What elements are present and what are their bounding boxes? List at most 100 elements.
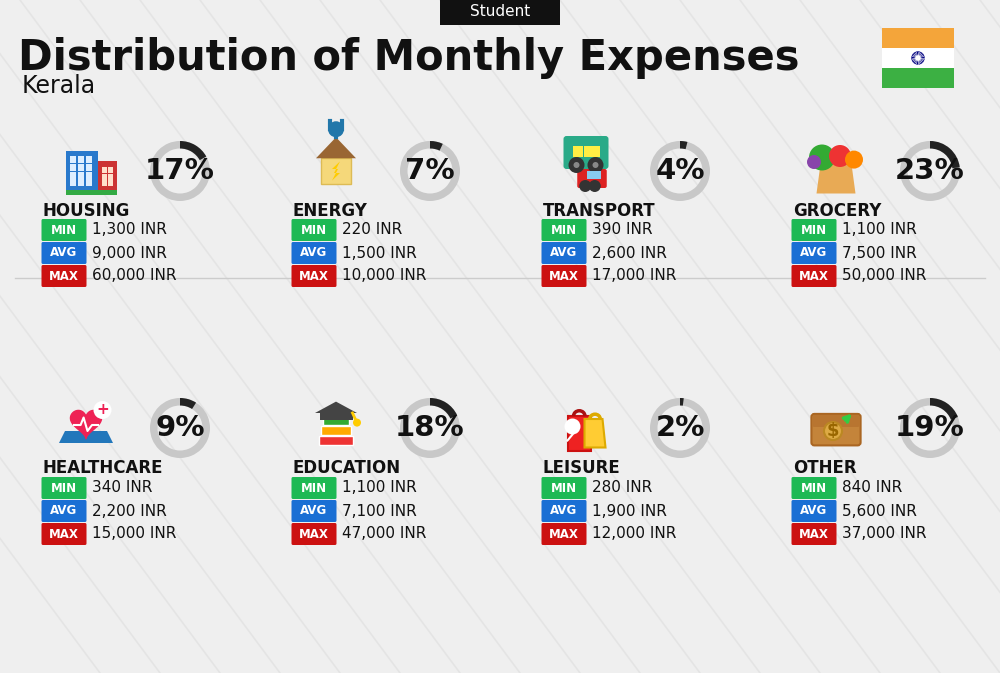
Text: AVG: AVG (800, 505, 828, 518)
Text: 9%: 9% (155, 414, 205, 442)
FancyBboxPatch shape (542, 242, 586, 264)
Text: MIN: MIN (801, 481, 827, 495)
FancyBboxPatch shape (108, 167, 112, 173)
FancyBboxPatch shape (292, 523, 336, 545)
Wedge shape (400, 141, 460, 201)
FancyBboxPatch shape (102, 167, 107, 173)
Wedge shape (900, 398, 960, 458)
Circle shape (592, 162, 598, 168)
FancyBboxPatch shape (78, 164, 84, 171)
FancyBboxPatch shape (70, 179, 76, 186)
Text: HOUSING: HOUSING (43, 202, 130, 220)
Wedge shape (680, 141, 687, 149)
FancyBboxPatch shape (792, 477, 836, 499)
Wedge shape (430, 398, 457, 419)
Text: 1,100 INR: 1,100 INR (842, 223, 917, 238)
Text: 15,000 INR: 15,000 INR (92, 526, 176, 542)
FancyBboxPatch shape (66, 190, 117, 195)
Text: OTHER: OTHER (793, 459, 857, 477)
Text: ENERGY: ENERGY (293, 202, 368, 220)
FancyBboxPatch shape (542, 523, 586, 545)
Circle shape (94, 401, 112, 419)
Text: $: $ (827, 422, 839, 440)
Text: MAX: MAX (299, 528, 329, 540)
Text: MAX: MAX (799, 269, 829, 283)
Text: 5,600 INR: 5,600 INR (842, 503, 917, 518)
Text: TRANSPORT: TRANSPORT (543, 202, 656, 220)
FancyBboxPatch shape (587, 171, 601, 178)
Circle shape (574, 162, 580, 168)
Text: +: + (96, 402, 109, 417)
Polygon shape (59, 431, 113, 443)
Text: 340 INR: 340 INR (92, 481, 152, 495)
Polygon shape (316, 137, 356, 158)
Circle shape (916, 56, 920, 60)
FancyBboxPatch shape (792, 523, 836, 545)
FancyBboxPatch shape (66, 151, 98, 191)
Text: 9,000 INR: 9,000 INR (92, 246, 167, 260)
Text: 17,000 INR: 17,000 INR (592, 269, 676, 283)
FancyBboxPatch shape (323, 417, 349, 425)
Text: 390 INR: 390 INR (592, 223, 652, 238)
Text: MAX: MAX (299, 269, 329, 283)
FancyBboxPatch shape (792, 265, 836, 287)
Circle shape (912, 52, 924, 64)
Text: 37,000 INR: 37,000 INR (842, 526, 926, 542)
Text: 17%: 17% (145, 157, 215, 185)
Text: 2%: 2% (655, 414, 705, 442)
Polygon shape (332, 162, 340, 180)
FancyBboxPatch shape (542, 219, 586, 241)
Text: MIN: MIN (51, 223, 77, 236)
Wedge shape (900, 141, 960, 201)
Text: GROCERY: GROCERY (793, 202, 881, 220)
FancyBboxPatch shape (882, 28, 954, 48)
Text: AVG: AVG (50, 505, 78, 518)
Text: MAX: MAX (49, 269, 79, 283)
FancyBboxPatch shape (86, 156, 92, 164)
Circle shape (845, 151, 863, 169)
FancyBboxPatch shape (42, 523, 87, 545)
Text: 1,500 INR: 1,500 INR (342, 246, 417, 260)
Circle shape (568, 157, 584, 173)
Text: 12,000 INR: 12,000 INR (592, 526, 676, 542)
Text: Kerala: Kerala (22, 74, 96, 98)
Text: MAX: MAX (549, 269, 579, 283)
FancyBboxPatch shape (292, 265, 336, 287)
FancyBboxPatch shape (102, 180, 107, 186)
FancyBboxPatch shape (792, 219, 836, 241)
Text: 840 INR: 840 INR (842, 481, 902, 495)
Circle shape (353, 419, 361, 427)
FancyBboxPatch shape (108, 174, 112, 180)
FancyBboxPatch shape (70, 156, 76, 164)
FancyBboxPatch shape (440, 0, 560, 25)
Text: 7%: 7% (405, 157, 455, 185)
Text: 4%: 4% (655, 157, 705, 185)
FancyBboxPatch shape (78, 172, 84, 178)
Text: MIN: MIN (551, 223, 577, 236)
FancyBboxPatch shape (320, 413, 352, 419)
FancyBboxPatch shape (98, 162, 117, 191)
Text: 23%: 23% (895, 157, 965, 185)
Circle shape (589, 180, 601, 192)
Polygon shape (315, 402, 357, 413)
Wedge shape (650, 398, 710, 458)
Circle shape (564, 419, 580, 435)
Text: 2,200 INR: 2,200 INR (92, 503, 167, 518)
Text: 7,500 INR: 7,500 INR (842, 246, 917, 260)
Circle shape (328, 121, 344, 137)
Text: MAX: MAX (799, 528, 829, 540)
Polygon shape (70, 411, 102, 439)
FancyBboxPatch shape (577, 169, 607, 188)
FancyBboxPatch shape (292, 477, 336, 499)
FancyBboxPatch shape (321, 426, 351, 435)
Circle shape (807, 155, 821, 169)
FancyBboxPatch shape (70, 164, 76, 171)
FancyBboxPatch shape (572, 146, 583, 157)
Text: Student: Student (470, 5, 530, 20)
Text: MIN: MIN (301, 481, 327, 495)
Wedge shape (430, 141, 443, 151)
Wedge shape (150, 141, 210, 201)
Text: 220 INR: 220 INR (342, 223, 402, 238)
FancyBboxPatch shape (42, 500, 87, 522)
Text: LEISURE: LEISURE (543, 459, 621, 477)
